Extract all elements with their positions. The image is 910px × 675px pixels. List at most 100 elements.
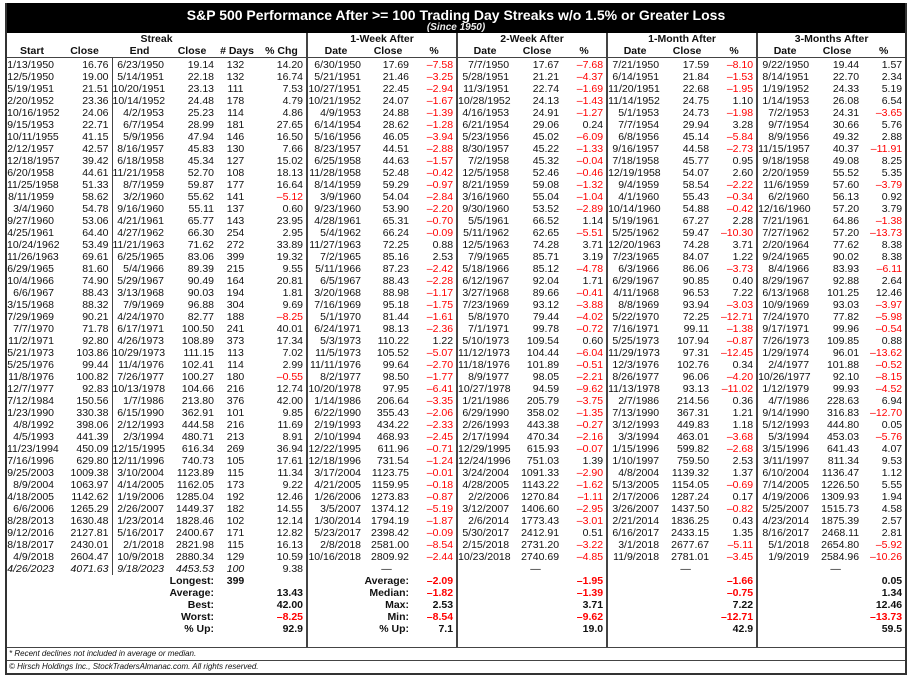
start-date: 12/5/1950 <box>7 71 54 83</box>
end-date: 3/10/2004 <box>117 467 164 479</box>
summary-m3-value: 59.5 <box>881 623 903 635</box>
start-close: 92.80 <box>57 335 113 347</box>
summary-w1-value: –1.82 <box>426 587 454 599</box>
m3-pct: –3.97 <box>875 299 903 311</box>
table-row: 11/23/1994 450.09 12/15/1995 616.34 269 36.94… <box>7 443 905 455</box>
start-date: 8/9/2004 <box>13 479 54 491</box>
end-date: 3/2/1960 <box>123 191 164 203</box>
w2-pct: –4.78 <box>576 263 604 275</box>
w1-pct: –1.17 <box>426 287 454 299</box>
start-date: 8/28/2013 <box>7 515 54 527</box>
spacer <box>512 575 562 587</box>
table-row: 7/16/1996 629.80 12/11/1996 740.73 105 17.61 1… <box>7 455 905 467</box>
column-header-row: Start Close End Close # Days% Chg Date Close% D… <box>7 45 906 58</box>
m1-pct <box>712 563 757 575</box>
pct-chg: 9.22 <box>282 479 304 491</box>
m1-date: 7/13/1990 <box>606 407 663 419</box>
start-date: 2/12/1957 <box>7 143 54 155</box>
w2-pct: –4.85 <box>576 551 604 563</box>
end-close: 52.70 <box>187 167 214 179</box>
end-date: 11/21/1963 <box>112 239 165 251</box>
w1-close: 97.95 <box>382 383 410 395</box>
m1-pct: –10.30 <box>720 227 754 239</box>
table-row: 6/20/1958 44.61 11/21/1958 52.70 108 18.13 11/… <box>7 167 905 179</box>
m3-date: 9/17/1971 <box>756 323 813 335</box>
w1-pct: –1.67 <box>426 95 454 107</box>
m1-close: 17.59 <box>682 59 710 71</box>
w1-date: 11/11/1976 <box>306 359 365 371</box>
days: 178 <box>226 95 245 107</box>
end-date: 7/26/1977 <box>117 371 164 383</box>
end-close: 90.03 <box>187 287 214 299</box>
column-header-w1-close: Close <box>364 45 413 58</box>
w2-date: 3/27/1968 <box>456 287 513 299</box>
m3-close: 77.82 <box>832 311 860 323</box>
w2-pct: –0.04 <box>576 155 604 167</box>
spacer <box>456 587 513 599</box>
m1-date: 5/22/1970 <box>606 311 663 323</box>
m1-date: 7/7/1954 <box>606 119 663 131</box>
w2-date: 6/21/1954 <box>456 119 513 131</box>
end-close: 24.48 <box>187 95 214 107</box>
spacer <box>606 587 663 599</box>
m3-pct: 9.53 <box>881 455 903 467</box>
start-close: 54.78 <box>57 203 113 215</box>
pct-chg: 17.34 <box>276 335 304 347</box>
m3-close: 92.88 <box>832 275 860 287</box>
w2-pct: –2.95 <box>576 503 604 515</box>
spacer <box>756 611 813 623</box>
pct-chg: –8.25 <box>276 311 304 323</box>
days: 188 <box>226 311 245 323</box>
m1-close: 45.77 <box>682 155 710 167</box>
w1-pct: –1.57 <box>426 155 454 167</box>
w1-close: 87.23 <box>382 263 410 275</box>
start-close: 21.51 <box>57 83 113 95</box>
w1-close: 46.05 <box>382 131 410 143</box>
days: 141 <box>226 191 245 203</box>
spacer <box>756 623 813 635</box>
table-row: 8/9/2004 1063.97 4/14/2005 1162.05 173 9.22 4/… <box>7 479 905 491</box>
w1-close: 206.64 <box>376 395 410 407</box>
spacer <box>606 599 663 611</box>
m3-pct: 12.46 <box>875 287 903 299</box>
w2-date: 5/30/2017 <box>456 527 513 539</box>
w1-date: 5/1/1970 <box>306 311 365 323</box>
m1-close: 58.54 <box>682 179 710 191</box>
start-close: 64.40 <box>57 227 113 239</box>
w2-date <box>456 563 513 575</box>
start-close: 1630.48 <box>57 515 113 527</box>
m3-close: 1309.93 <box>821 491 860 503</box>
w2-date: 10/28/1952 <box>456 95 513 107</box>
w1-pct: –1.24 <box>426 455 454 467</box>
w1-pct: –1.77 <box>426 371 454 383</box>
days: 143 <box>226 215 245 227</box>
m3-pct: –3.65 <box>875 107 903 119</box>
m1-date: 3/1/2018 <box>606 539 663 551</box>
m1-close: 24.75 <box>682 95 710 107</box>
start-close: 42.57 <box>57 143 113 155</box>
w2-pct: 3.19 <box>582 251 604 263</box>
w1-date: 1/14/1986 <box>306 395 365 407</box>
w2-date: 7/9/1965 <box>456 251 513 263</box>
start-date: 10/4/1966 <box>7 275 54 287</box>
end-close: 100.27 <box>181 371 214 383</box>
w2-pct: 1.14 <box>582 215 604 227</box>
m3-close: 24.33 <box>832 83 860 95</box>
w1-close: 355.43 <box>376 407 410 419</box>
start-close: 2604.47 <box>57 551 113 563</box>
m1-close: 99.11 <box>683 323 710 335</box>
column-header-m1-close: Close <box>662 45 713 58</box>
pct-chg: 20.81 <box>276 275 304 287</box>
m1-date: 2/7/1986 <box>606 395 663 407</box>
w2-pct: –3.88 <box>576 299 604 311</box>
m1-pct: –12.45 <box>720 347 754 359</box>
w2-pct: –3.22 <box>576 539 604 551</box>
m1-date: 4/8/2004 <box>606 467 663 479</box>
w1-pct: –1.39 <box>426 107 454 119</box>
table-row: 8/28/2013 1630.48 1/23/2014 1828.46 102 12.14… <box>7 515 905 527</box>
table-row: 9/27/1960 53.06 4/21/1961 65.77 143 23.95 4/28… <box>7 215 905 227</box>
w1-date: 2/10/1994 <box>306 431 365 443</box>
m3-close: 99.96 <box>832 323 860 335</box>
table-row: 8/18/2017 2430.01 2/1/2018 2821.98 115 16.13 2… <box>7 539 905 551</box>
days: 216 <box>226 383 245 395</box>
